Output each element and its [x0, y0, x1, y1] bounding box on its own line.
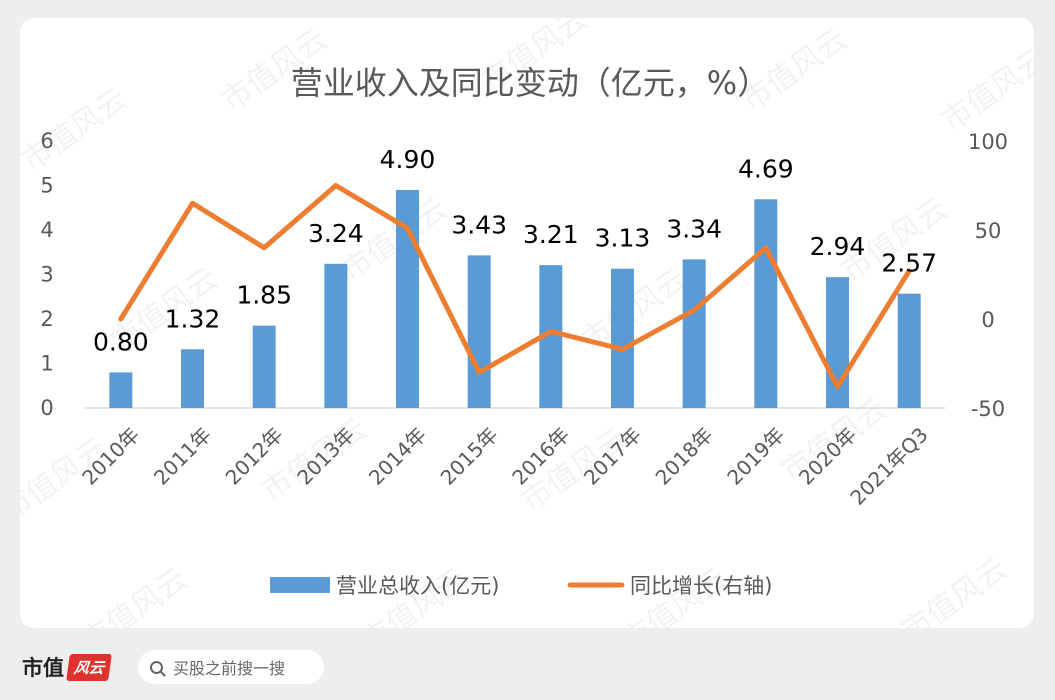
y-right-tick-label: 100 — [968, 130, 1008, 154]
watermark-text: 市值风云 — [75, 561, 193, 628]
bar-data-label: 3.34 — [666, 214, 722, 243]
chart-card: 市值风云 市值风云 市值风云 市值风云 市值风云 市值风云 市值风云 市值风云 市值风云 市值风云… — [20, 18, 1034, 628]
x-tick-label: 2011年 — [149, 423, 216, 490]
revenue-bar — [682, 259, 706, 408]
bar-data-label: 4.69 — [738, 154, 794, 183]
brand-logo: 市值 风云 — [22, 652, 112, 682]
watermark-text: 市值风云 — [895, 551, 1013, 628]
legend-bar-swatch — [270, 577, 330, 593]
bar-data-label: 1.32 — [165, 304, 221, 333]
x-tick-label: 2015年 — [436, 423, 503, 490]
bottom-bar: 市值 风云 买股之前搜一搜 — [0, 628, 1055, 700]
revenue-bar — [611, 268, 634, 408]
bar-data-label: 2.94 — [810, 232, 866, 261]
legend: 营业总收入(亿元) 同比增长(右轴) — [270, 574, 772, 598]
y-right-tick-label: 0 — [981, 308, 994, 332]
search-box[interactable]: 买股之前搜一搜 — [138, 650, 324, 684]
revenue-bar — [324, 263, 348, 408]
revenue-bar — [754, 199, 778, 408]
y-right-tick-label: -50 — [971, 397, 1005, 421]
legend-line-label: 同比增长(右轴) — [630, 574, 772, 598]
y-left-tick-label: 2 — [40, 307, 53, 331]
labels-layer: 0.80 1.32 1.85 3.24 4.90 3.43 3.21 3.13 3.34 4.69… — [93, 145, 937, 356]
brand-name: 市值 — [22, 655, 64, 680]
bar-data-label: 0.80 — [93, 327, 149, 356]
y-left-tick-label: 1 — [40, 352, 53, 376]
bar-data-label: 3.43 — [451, 210, 507, 239]
line-layer — [118, 183, 912, 390]
bars-layer — [109, 189, 921, 408]
revenue-bar — [539, 265, 563, 408]
watermark-text: 市值风云 — [935, 41, 1034, 138]
legend-bar-label: 营业总收入(亿元) — [336, 574, 499, 598]
bar-data-label: 2.57 — [881, 249, 937, 278]
bar-data-label: 3.13 — [595, 224, 651, 253]
x-tick-label: 2018年 — [651, 423, 718, 490]
bar-data-label: 1.85 — [236, 281, 292, 310]
y-left-tick-label: 0 — [40, 396, 53, 420]
revenue-bar — [467, 255, 491, 408]
revenue-bar — [252, 325, 276, 408]
revenue-bar — [109, 372, 133, 408]
y-right-tick-label: 50 — [975, 219, 1002, 243]
y-left-tick-label: 5 — [40, 174, 53, 198]
watermark-text: 市值风云 — [20, 81, 134, 178]
bar-data-label: 4.90 — [380, 145, 436, 174]
growth-line — [118, 183, 912, 390]
x-tick-label: 2014年 — [364, 423, 431, 490]
bar-data-label: 3.24 — [308, 219, 364, 248]
y-left-tick-label: 3 — [40, 263, 53, 287]
search-placeholder: 买股之前搜一搜 — [173, 659, 286, 678]
bar-data-label: 3.21 — [523, 220, 579, 249]
y-left-tick-label: 6 — [40, 129, 53, 153]
brand-seal: 风云 — [66, 653, 112, 681]
x-tick-label: 2019年 — [722, 423, 789, 490]
revenue-bar — [897, 293, 921, 408]
search-icon — [150, 660, 163, 674]
revenue-bar — [181, 349, 204, 408]
y-left-tick-label: 4 — [40, 218, 53, 242]
chart-title: 营业收入及同比变动（亿元，%） — [291, 64, 769, 102]
